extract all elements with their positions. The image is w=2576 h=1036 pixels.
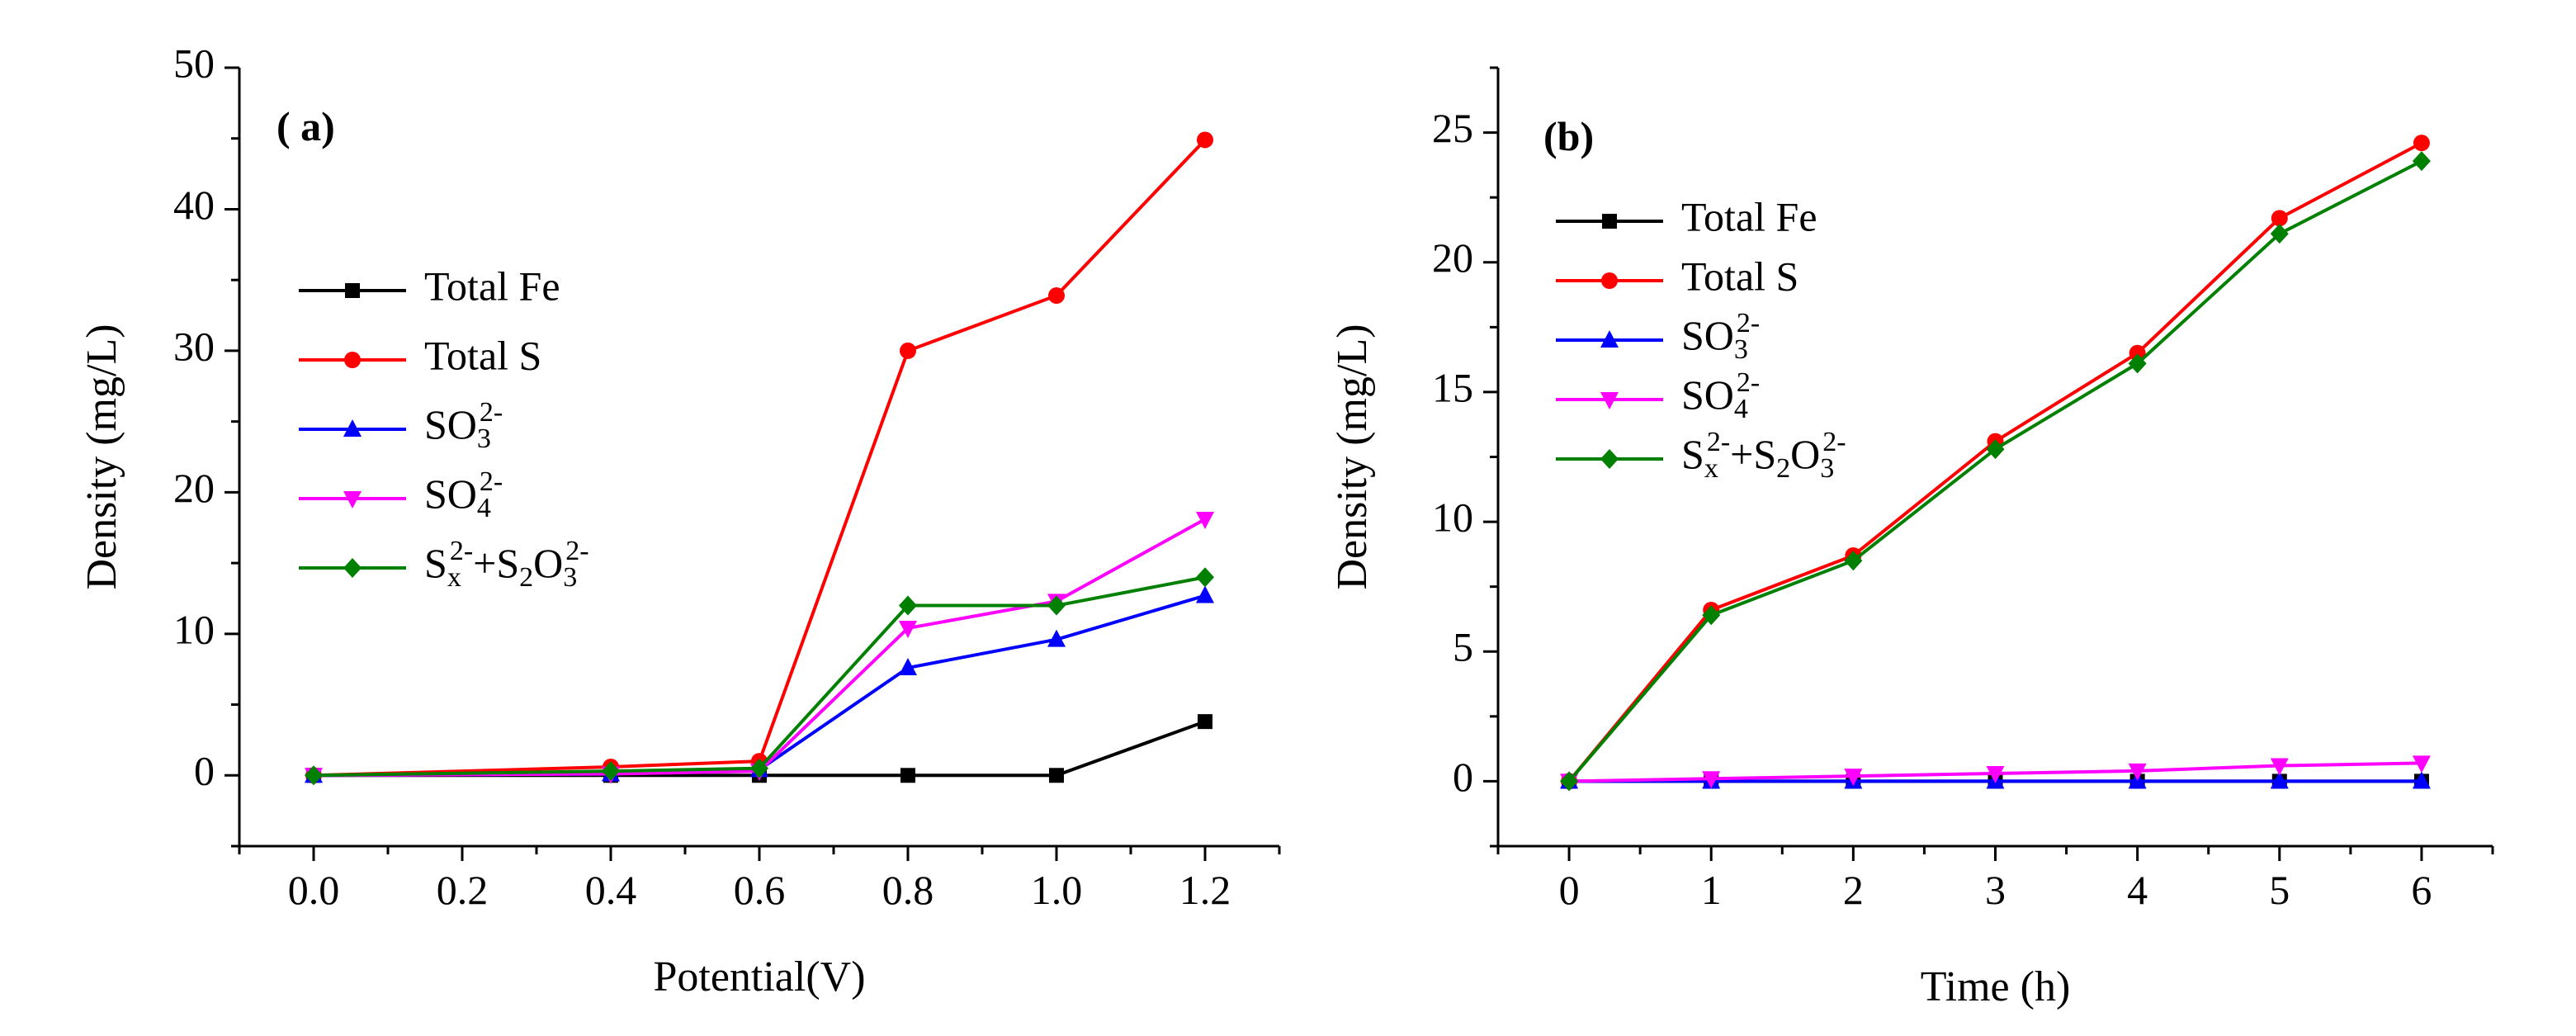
y-tick-label: 15 <box>1432 364 1473 410</box>
legend-label: SO32- <box>1681 308 1760 365</box>
data-point-total-fe <box>900 768 915 783</box>
x-tick-label: 1 <box>1701 867 1722 913</box>
x-tick-label: 0.6 <box>734 867 786 913</box>
legend-label: Total S <box>1681 253 1798 299</box>
legend-label: SO32- <box>424 397 503 454</box>
legend-marker <box>343 491 362 509</box>
x-tick-label: 1.0 <box>1031 867 1083 913</box>
chart-panel-a: 0 10 20 30 40 50 0.0 0.2 0.4 0.6 0.8 1.0 1.2 Potentia… <box>78 40 1281 1001</box>
data-point-so3-2 <box>2270 771 2289 789</box>
y-tick-label: 5 <box>1453 624 1473 670</box>
data-point-total-s <box>2413 135 2430 152</box>
y-tick-label: 40 <box>173 182 215 228</box>
y-tick-label: 50 <box>173 40 215 86</box>
data-point-total-fe <box>1198 714 1212 730</box>
legend-marker <box>1600 449 1619 469</box>
data-point-sx2-s2o3-2 <box>602 761 620 782</box>
y-tick-label: 0 <box>194 748 215 794</box>
legend-marker <box>343 558 362 578</box>
x-tick-label: 1.2 <box>1179 867 1231 913</box>
data-point-sx2-s2o3-2 <box>1047 595 1066 616</box>
legend-label: Sx2-+S2O32- <box>1681 427 1846 484</box>
data-point-total-fe <box>1049 768 1064 783</box>
data-point-so3-2 <box>899 657 917 675</box>
legend-marker <box>1600 330 1619 348</box>
data-point-total-s <box>2271 210 2288 227</box>
legend-label: SO42- <box>424 466 503 523</box>
y-tick-label: 20 <box>173 465 215 511</box>
data-point-so3-2 <box>1047 629 1066 647</box>
data-point-so3-2 <box>2412 771 2431 789</box>
x-tick-label: 0.0 <box>288 867 340 913</box>
legend-marker <box>1600 392 1619 409</box>
x-axis-title: Potential(V) <box>653 953 865 1001</box>
legend-marker <box>1602 214 1617 229</box>
x-tick-label: 2 <box>1843 867 1864 913</box>
legend-marker <box>343 419 362 437</box>
legend-label: Sx2-+S2O32- <box>424 536 589 593</box>
data-point-so4-2 <box>899 620 917 638</box>
data-point-total-s <box>2129 344 2146 362</box>
chart-panel-b: 0 5 10 15 20 25 0 1 2 3 4 5 6 Time (h) Density (mg/L) (… <box>1329 66 2494 1010</box>
legend-marker <box>345 283 360 298</box>
legend-marker <box>344 352 361 368</box>
legend-label: Total S <box>424 332 541 378</box>
panel-label: ( a) <box>277 103 335 149</box>
legend-label: Total Fe <box>1681 193 1817 239</box>
data-point-so4-2 <box>2412 755 2431 773</box>
series-line-sx2-s2o3-2 <box>313 575 1206 778</box>
x-axis-title: Time (h) <box>1921 963 2071 1010</box>
x-tick-label: 5 <box>2269 867 2290 913</box>
data-point-sx2-s2o3-2 <box>899 595 917 616</box>
y-tick-label: 0 <box>1453 754 1473 800</box>
x-tick-label: 0.2 <box>437 867 489 913</box>
y-tick-label: 10 <box>1432 494 1473 541</box>
data-point-sx2-s2o3-2 <box>1560 771 1579 792</box>
data-point-so3-2 <box>1196 585 1214 603</box>
legend-label: Total Fe <box>424 263 560 309</box>
x-tick-label: 4 <box>2127 867 2148 913</box>
data-point-so4-2 <box>1986 765 2005 783</box>
data-point-sx2-s2o3-2 <box>2270 224 2289 244</box>
x-tick-label: 0 <box>1559 867 1580 913</box>
data-point-sx2-s2o3-2 <box>750 758 768 778</box>
data-point-so4-2 <box>2270 758 2289 776</box>
data-point-total-s <box>1048 287 1065 305</box>
legend-label: SO42- <box>1681 367 1760 424</box>
y-tick-label: 30 <box>173 323 215 369</box>
y-axis-title: Density (mg/L) <box>78 324 125 589</box>
y-axis-title: Density (mg/L) <box>1329 324 1376 589</box>
data-point-total-s <box>1197 131 1213 149</box>
data-point-sx2-s2o3-2 <box>1196 567 1214 588</box>
y-tick-label: 10 <box>173 606 215 652</box>
legend-marker <box>1601 272 1618 289</box>
series-line-so3-2 <box>313 594 1206 778</box>
x-tick-label: 0.4 <box>585 867 637 913</box>
data-point-total-s <box>900 342 916 359</box>
series-line-so4-2 <box>313 518 1206 778</box>
y-tick-label: 20 <box>1432 234 1473 281</box>
data-point-sx2-s2o3-2 <box>305 765 323 786</box>
data-point-so4-2 <box>2128 763 2147 781</box>
data-point-sx2-s2o3-2 <box>2412 151 2431 172</box>
series-line-total-s <box>313 139 1207 778</box>
data-point-sx2-s2o3-2 <box>1702 605 1721 626</box>
x-tick-label: 3 <box>1985 867 2006 913</box>
data-point-so4-2 <box>1196 511 1214 529</box>
x-tick-label: 0.8 <box>882 867 934 913</box>
data-point-so4-2 <box>1702 771 1721 789</box>
data-point-sx2-s2o3-2 <box>1986 439 2005 460</box>
panel-label: (b) <box>1543 113 1594 159</box>
x-tick-label: 6 <box>2411 867 2432 913</box>
data-point-sx2-s2o3-2 <box>1844 551 1863 571</box>
y-tick-label: 25 <box>1432 105 1473 151</box>
data-point-so4-2 <box>1844 769 1863 787</box>
data-point-sx2-s2o3-2 <box>2128 353 2147 374</box>
